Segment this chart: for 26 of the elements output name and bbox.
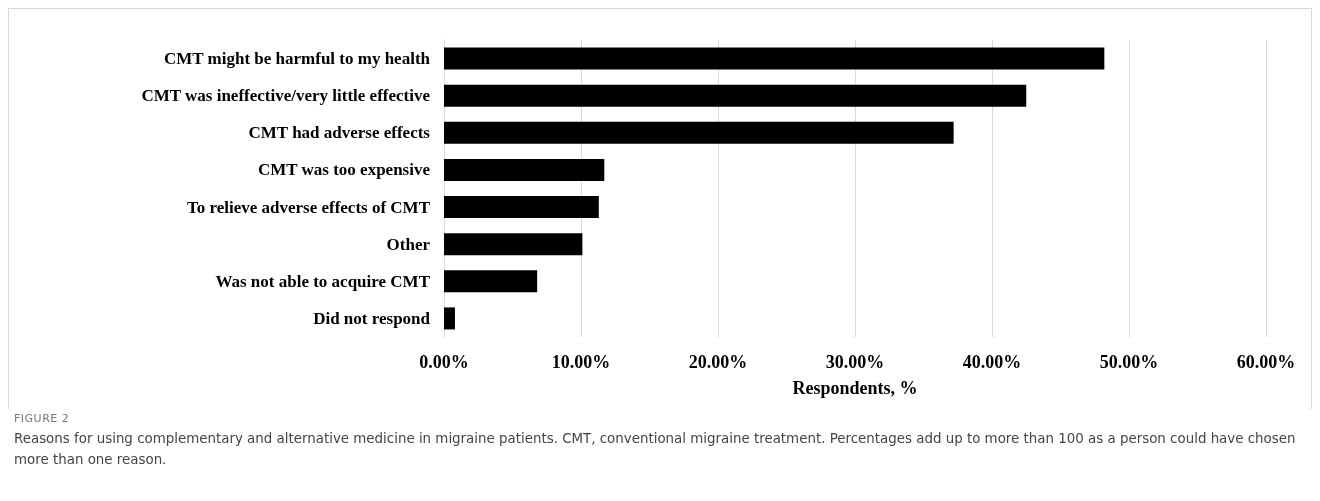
y-tick-label: Was not able to acquire CMT (215, 271, 431, 291)
y-tick-label: CMT had adverse effects (248, 123, 431, 143)
bar (444, 158, 605, 181)
bar (444, 47, 1105, 70)
y-tick-label: CMT was too expensive (257, 160, 431, 180)
x-axis-title: Respondents, % (792, 378, 918, 398)
bar (444, 121, 954, 144)
bar (444, 233, 583, 256)
x-tick-label: 30.00% (825, 352, 885, 372)
y-tick-label: Other (386, 234, 431, 254)
text: Reasons for using complementary and alternative medicine in migraine patients. CMT, conventional migraine treatment. Percentages add up to more than 100 as a person could have chosen more than one reason. (14, 430, 1297, 469)
x-tick-label: 0.00% (419, 352, 469, 372)
x-tick-label: 10.00% (551, 352, 611, 372)
y-tick-label: CMT might be harmful to my health (163, 49, 431, 69)
bar (444, 307, 455, 330)
bar (444, 270, 538, 293)
x-tick-label: 20.00% (688, 352, 748, 372)
x-tick-label: 60.00% (1236, 352, 1296, 372)
x-tick-label: 50.00% (1099, 352, 1159, 372)
bar (444, 84, 1027, 107)
bar (444, 196, 599, 219)
x-tick-label: 40.00% (962, 352, 1022, 372)
y-tick-label: Did not respond (313, 308, 431, 328)
caption: FIGURE 2 (14, 412, 70, 425)
y-tick-label: To relieve adverse effects of CMT (186, 197, 431, 217)
y-tick-label: CMT was ineffective/very little effective (141, 86, 431, 106)
